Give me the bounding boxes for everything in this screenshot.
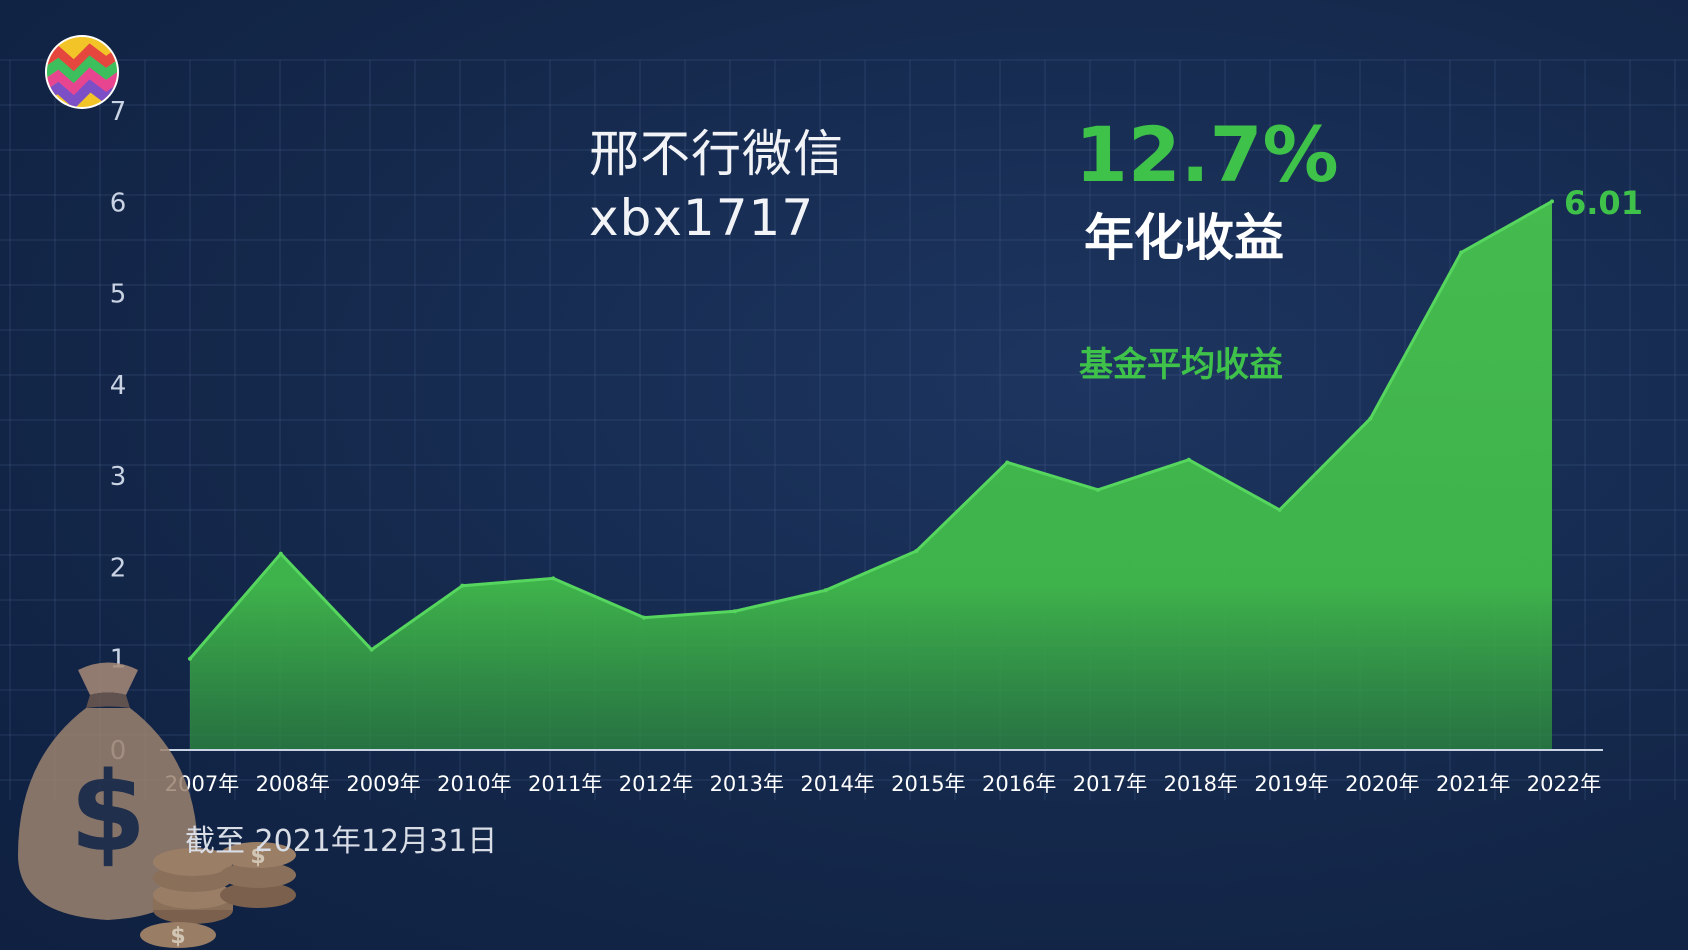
x-tick-label: 2015年 — [891, 772, 965, 796]
data-point — [1550, 199, 1554, 204]
data-point — [1005, 460, 1010, 465]
x-tick-label: 2017年 — [1073, 772, 1147, 796]
series-points — [188, 199, 1554, 661]
x-tick-label: 2016年 — [982, 772, 1056, 796]
data-point — [369, 647, 374, 652]
y-tick-label: 3 — [110, 462, 127, 492]
y-tick-label: 5 — [110, 280, 127, 310]
x-tick-label: 2013年 — [710, 772, 784, 796]
data-point — [642, 615, 646, 620]
data-point — [1368, 416, 1373, 421]
data-point — [188, 656, 192, 661]
data-point — [914, 548, 919, 553]
data-point — [278, 551, 283, 556]
rainbow-zigzag-logo-icon — [45, 35, 119, 109]
x-tick-label: 2009年 — [346, 772, 420, 796]
series-area — [190, 201, 1552, 750]
x-axis: 2007年 2008年 2009年 2010年 2011年 2012年 2013年 2014年… — [165, 772, 1601, 796]
x-tick-label: 2019年 — [1254, 772, 1328, 796]
data-point — [1186, 457, 1191, 462]
x-tick-label: 2021年 — [1436, 772, 1510, 796]
data-point — [551, 576, 556, 581]
money-bag-coins-icon: $ $ $ — [18, 662, 296, 949]
watermark: 邢不行微信 xbx1717 — [589, 122, 844, 250]
annual-return-label: 年化收益 — [1084, 209, 1284, 267]
series-line — [188, 200, 1553, 660]
x-tick-label: 2012年 — [619, 772, 693, 796]
y-tick-label: 4 — [110, 371, 127, 401]
data-point — [732, 609, 737, 614]
svg-text:$: $ — [170, 924, 185, 949]
y-tick-label: 6 — [110, 188, 127, 218]
x-tick-label: 2020年 — [1345, 772, 1419, 796]
x-tick-label: 2018年 — [1164, 772, 1238, 796]
annual-return-rate: 12.7% — [1075, 110, 1339, 199]
date-note: 截至 2021年12月31日 — [185, 824, 498, 859]
x-tick-label: 2008年 — [256, 772, 330, 796]
watermark-line2: xbx1717 — [589, 189, 815, 247]
x-tick-label: 2010年 — [437, 772, 511, 796]
x-tick-label: 2022年 — [1527, 772, 1601, 796]
data-point — [823, 588, 828, 593]
data-point — [1277, 507, 1282, 512]
end-value-label: 6.01 — [1564, 184, 1643, 222]
x-tick-label: 2011年 — [528, 772, 602, 796]
data-point — [1096, 487, 1100, 492]
svg-text:$: $ — [250, 844, 265, 869]
watermark-line1: 邢不行微信 — [589, 125, 844, 183]
data-point — [460, 583, 465, 588]
svg-text:$: $ — [70, 748, 147, 876]
y-tick-label: 2 — [110, 553, 127, 583]
series-label: 基金平均收益 — [1079, 345, 1283, 385]
data-point — [1459, 250, 1464, 255]
y-tick-label: 7 — [110, 97, 127, 127]
x-tick-label: 2014年 — [800, 772, 874, 796]
